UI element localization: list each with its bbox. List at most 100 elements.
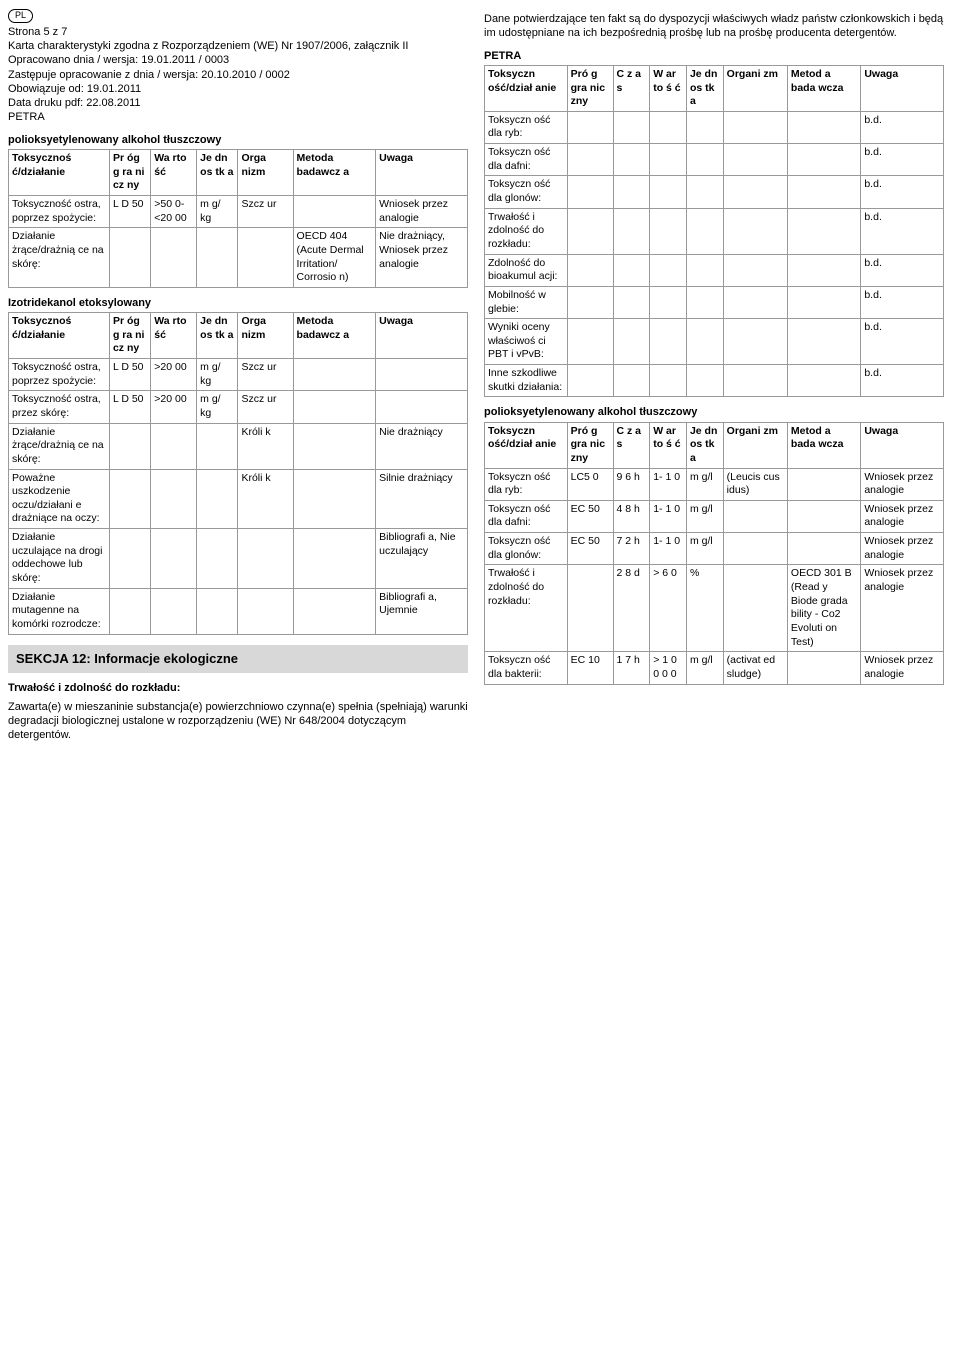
td: Toksyczność ostra, poprzez spożycie: bbox=[9, 195, 110, 227]
th: Je dn os tk a bbox=[686, 65, 723, 111]
td: >20 00 bbox=[151, 359, 197, 391]
th: Toksycznoś ć/działanie bbox=[9, 150, 110, 196]
td bbox=[293, 423, 376, 469]
td bbox=[686, 208, 723, 254]
td: Inne szkodliwe skutki działania: bbox=[485, 365, 568, 397]
td: Króli k bbox=[238, 423, 293, 469]
td bbox=[197, 228, 238, 288]
td: Szcz ur bbox=[238, 195, 293, 227]
td bbox=[650, 254, 687, 286]
td: Wyniki oceny właściwoś ci PBT i vPvB: bbox=[485, 319, 568, 365]
td: Toksyczn ość dla bakterii: bbox=[485, 652, 568, 684]
td: 1- 1 0 bbox=[650, 500, 687, 532]
th: Orga nizm bbox=[238, 150, 293, 196]
td: Poważne uszkodzenie oczu/działani e draż… bbox=[9, 469, 110, 529]
th: Wa rto ść bbox=[151, 313, 197, 359]
td bbox=[151, 423, 197, 469]
td: b.d. bbox=[861, 365, 944, 397]
td: Działanie żrące/drażnią ce na skórę: bbox=[9, 228, 110, 288]
td bbox=[197, 469, 238, 529]
table-row: Poważne uszkodzenie oczu/działani e draż… bbox=[9, 469, 468, 529]
td: >20 00 bbox=[151, 391, 197, 423]
td: Wniosek przez analogie bbox=[861, 652, 944, 684]
td: m g/ kg bbox=[197, 359, 238, 391]
td bbox=[686, 176, 723, 208]
table-row: Zdolność do bioakumul acji:b.d. bbox=[485, 254, 944, 286]
td: Toksyczn ość dla dafni: bbox=[485, 144, 568, 176]
td bbox=[567, 319, 613, 365]
td bbox=[613, 208, 650, 254]
td bbox=[238, 228, 293, 288]
td: >50 0- <20 00 bbox=[151, 195, 197, 227]
td: Wniosek przez analogie bbox=[861, 533, 944, 565]
td bbox=[567, 144, 613, 176]
language-badge: PL bbox=[8, 9, 33, 23]
td: b.d. bbox=[861, 144, 944, 176]
table-a-title: polioksyetylenowany alkohol tłuszczowy bbox=[8, 133, 468, 147]
td: Toksyczn ość dla dafni: bbox=[485, 500, 568, 532]
td bbox=[686, 111, 723, 143]
td bbox=[109, 469, 150, 529]
table-header-row: Toksycznoś ć/działanie Pr óg g ra ni cz … bbox=[9, 150, 468, 196]
table-row: Działanie uczulające na drogi oddechowe … bbox=[9, 529, 468, 589]
td bbox=[567, 176, 613, 208]
td: > 1 0 0 0 0 bbox=[650, 652, 687, 684]
td: b.d. bbox=[861, 319, 944, 365]
td bbox=[650, 111, 687, 143]
td: Mobilność w glebie: bbox=[485, 286, 568, 318]
td bbox=[650, 208, 687, 254]
td: % bbox=[686, 565, 723, 652]
header-line: Karta charakterystyki zgodna z Rozporząd… bbox=[8, 39, 468, 53]
sub1-body: Zawarta(e) w mieszaninie substancja(e) p… bbox=[8, 700, 468, 743]
td bbox=[197, 423, 238, 469]
td: Wniosek przez analogie bbox=[861, 500, 944, 532]
th: Toksyczn ość/dział anie bbox=[485, 422, 568, 468]
td bbox=[686, 144, 723, 176]
header-line: Opracowano dnia / wersja: 19.01.2011 / 0… bbox=[8, 53, 468, 67]
td bbox=[613, 254, 650, 286]
td: 1 7 h bbox=[613, 652, 650, 684]
td: > 6 0 bbox=[650, 565, 687, 652]
td bbox=[723, 176, 787, 208]
td bbox=[613, 319, 650, 365]
th: Metoda badawcz a bbox=[293, 313, 376, 359]
td bbox=[567, 208, 613, 254]
td bbox=[293, 195, 376, 227]
th: Metoda badawcz a bbox=[293, 150, 376, 196]
td bbox=[787, 208, 860, 254]
th: Orga nizm bbox=[238, 313, 293, 359]
td bbox=[650, 176, 687, 208]
section-12-bar: SEKCJA 12: Informacje ekologiczne bbox=[8, 645, 468, 674]
td: 9 6 h bbox=[613, 468, 650, 500]
td bbox=[238, 529, 293, 589]
td: Zdolność do bioakumul acji: bbox=[485, 254, 568, 286]
td: (activat ed sludge) bbox=[723, 652, 787, 684]
td bbox=[723, 533, 787, 565]
td: Toksyczność ostra, poprzez spożycie: bbox=[9, 359, 110, 391]
header-line: Data druku pdf: 22.08.2011 bbox=[8, 96, 468, 110]
td: Wniosek przez analogie bbox=[861, 565, 944, 652]
th: Organi zm bbox=[723, 65, 787, 111]
th: Je dn os tk a bbox=[197, 313, 238, 359]
td bbox=[787, 500, 860, 532]
table-row: Trwałość i zdolność do rozkładu:b.d. bbox=[485, 208, 944, 254]
sub1-title: Trwałość i zdolność do rozkładu: bbox=[8, 681, 468, 695]
td: Wniosek przez analogie bbox=[861, 468, 944, 500]
th: Wa rto ść bbox=[151, 150, 197, 196]
td bbox=[787, 652, 860, 684]
table-row: Toksyczn ość dla glonów:EC 507 2 h1- 1 0… bbox=[485, 533, 944, 565]
td: 2 8 d bbox=[613, 565, 650, 652]
td bbox=[787, 319, 860, 365]
table-row: Działanie mutagenne na komórki rozrodcze… bbox=[9, 588, 468, 634]
header-line: PETRA bbox=[8, 110, 468, 124]
td bbox=[109, 529, 150, 589]
td bbox=[723, 144, 787, 176]
th: Pró g gra nic zny bbox=[567, 422, 613, 468]
td bbox=[787, 176, 860, 208]
td bbox=[787, 533, 860, 565]
table-header-row: Toksycznoś ć/działanie Pr óg g ra ni cz … bbox=[9, 313, 468, 359]
table-row: Inne szkodliwe skutki działania: b.d. bbox=[485, 365, 944, 397]
td: m g/l bbox=[686, 533, 723, 565]
table-a: Toksycznoś ć/działanie Pr óg g ra ni cz … bbox=[8, 149, 468, 288]
td: Bibliografi a, Nie uczulający bbox=[376, 529, 468, 589]
